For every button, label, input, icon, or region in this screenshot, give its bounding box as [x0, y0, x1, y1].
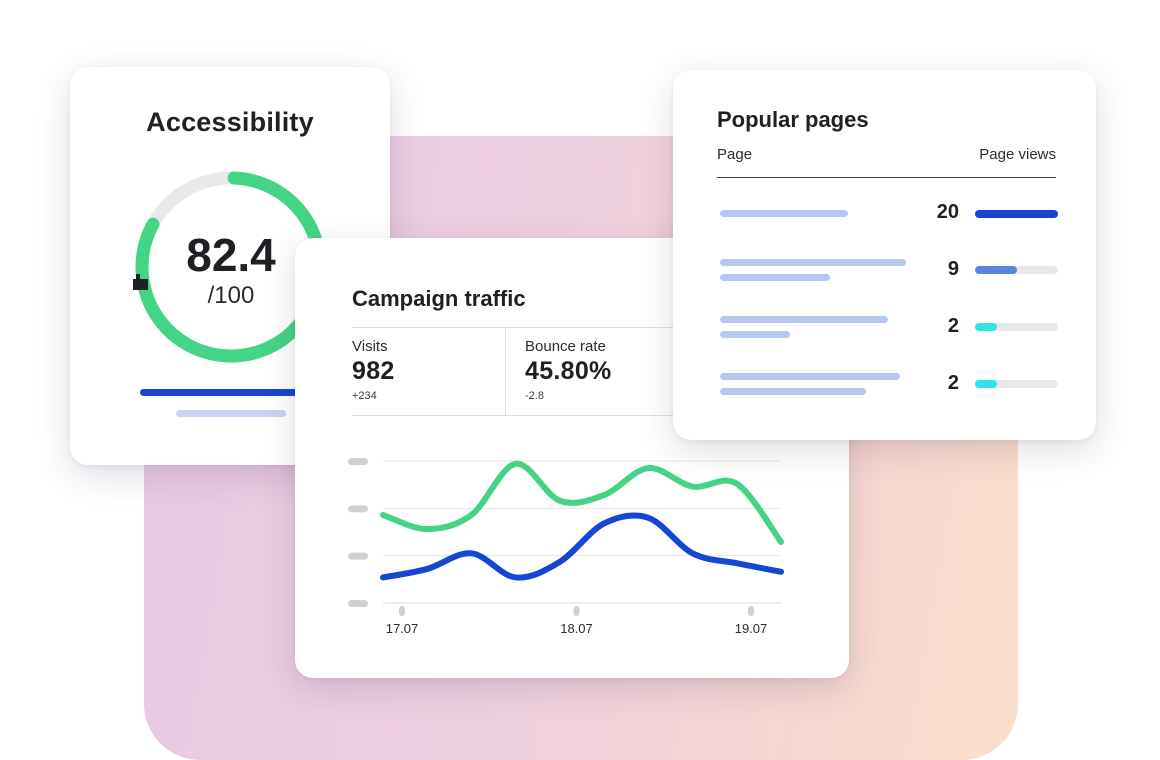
- chart-y-tick-placeholder: [348, 552, 368, 560]
- campaign-traffic-chart: 17.07 18.07 19.07: [348, 458, 784, 636]
- accessibility-figure-icon: [133, 274, 148, 290]
- bounce-rate-stat: Bounce rate 45.80% -2.8: [525, 338, 612, 402]
- table-row: 2: [673, 365, 1096, 405]
- accessibility-placeholder-line: [176, 410, 286, 417]
- chart-y-tick-placeholder: [348, 600, 368, 607]
- page-name-placeholder: [720, 210, 848, 217]
- page-views-bar: [975, 323, 1058, 331]
- page-name-placeholder: [720, 316, 888, 323]
- page-name-placeholder: [720, 274, 830, 281]
- page-views-value: 2: [947, 315, 959, 337]
- page-views-bar: [975, 266, 1058, 274]
- visits-delta: +234: [352, 390, 377, 402]
- stats-top-divider: [352, 327, 692, 328]
- visits-label: Visits: [352, 338, 388, 355]
- visits-value: 982: [352, 357, 395, 385]
- chart-y-tick-placeholder: [348, 458, 368, 465]
- stats-bottom-divider: [352, 415, 692, 416]
- accessibility-progress-bar: [140, 389, 310, 396]
- page-views-bar: [975, 380, 1058, 388]
- chart-y-tick-placeholder: [348, 505, 368, 513]
- bounce-rate-label: Bounce rate: [525, 338, 606, 355]
- page-views-bar-fill: [975, 323, 997, 331]
- bounce-rate-value: 45.80%: [525, 357, 612, 385]
- accessibility-score-max: /100: [207, 282, 255, 309]
- page-name-placeholder: [720, 388, 866, 395]
- stats-column-divider: [505, 327, 506, 415]
- chart-x-label: 19.07: [735, 621, 768, 636]
- table-row: 9: [673, 251, 1096, 291]
- table-row: 20: [673, 194, 1096, 234]
- page-views-bar-fill: [975, 266, 1017, 274]
- chart-x-label: 18.07: [560, 621, 593, 636]
- chart-series-line-blue: [380, 512, 784, 581]
- header-divider: [717, 177, 1056, 178]
- page-views-value: 2: [947, 372, 959, 394]
- chart-x-tick: [573, 606, 580, 616]
- page-views-bar-fill: [975, 380, 997, 388]
- page-views-value: 20: [936, 201, 959, 223]
- accessibility-title: Accessibility: [146, 107, 314, 137]
- popular-pages-title: Popular pages: [717, 107, 869, 132]
- page-views-value: 9: [947, 258, 959, 280]
- table-row: 2: [673, 308, 1096, 348]
- bounce-rate-delta: -2.8: [525, 390, 544, 402]
- visits-stat: Visits 982 +234: [352, 338, 395, 402]
- column-header-page: Page: [717, 146, 753, 163]
- campaign-title: Campaign traffic: [352, 286, 526, 311]
- chart-x-label: 17.07: [386, 621, 419, 636]
- chart-series-line-green: [380, 460, 784, 545]
- page-views-bar-fill: [975, 210, 1058, 218]
- column-header-page-views: Page views: [979, 146, 1056, 163]
- chart-x-tick: [399, 606, 405, 616]
- page-name-placeholder: [720, 373, 900, 380]
- popular-pages-card: Popular pages Page Page views 20 9 2 2: [673, 70, 1096, 440]
- page-name-placeholder: [720, 259, 906, 266]
- page-name-placeholder: [720, 331, 790, 338]
- chart-x-tick: [748, 606, 754, 616]
- accessibility-score: 82.4: [186, 229, 276, 281]
- page-views-bar: [975, 210, 1058, 218]
